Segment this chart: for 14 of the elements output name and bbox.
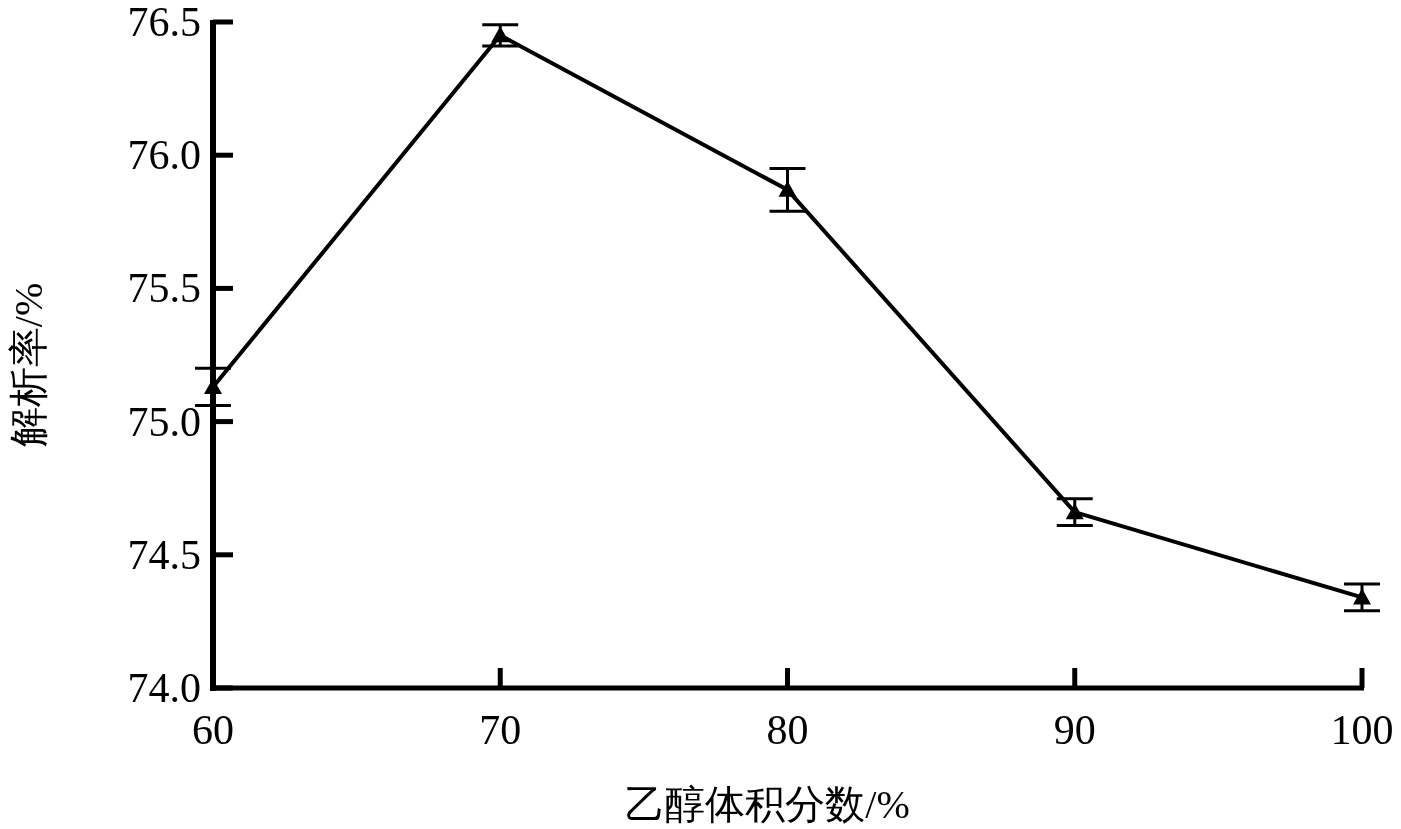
y-tick-label: 74.5 — [127, 531, 201, 578]
point — [1065, 503, 1084, 520]
point — [1353, 588, 1371, 605]
y-axis-title: 解析率/% — [6, 282, 51, 448]
x-tick-label: 90 — [1053, 707, 1096, 753]
point — [491, 26, 510, 43]
x-tick-label: 70 — [479, 707, 522, 753]
x-tick-label: 100 — [1330, 707, 1394, 753]
y-tick-label: 75.5 — [127, 265, 201, 312]
y-tick-label: 75.0 — [127, 398, 201, 445]
y-tick-label: 76.0 — [127, 132, 201, 179]
x-tick-label: 80 — [766, 707, 809, 753]
y-tick-label: 76.5 — [127, 0, 201, 45]
x-axis-title: 乙醇体积分数/% — [625, 782, 910, 827]
